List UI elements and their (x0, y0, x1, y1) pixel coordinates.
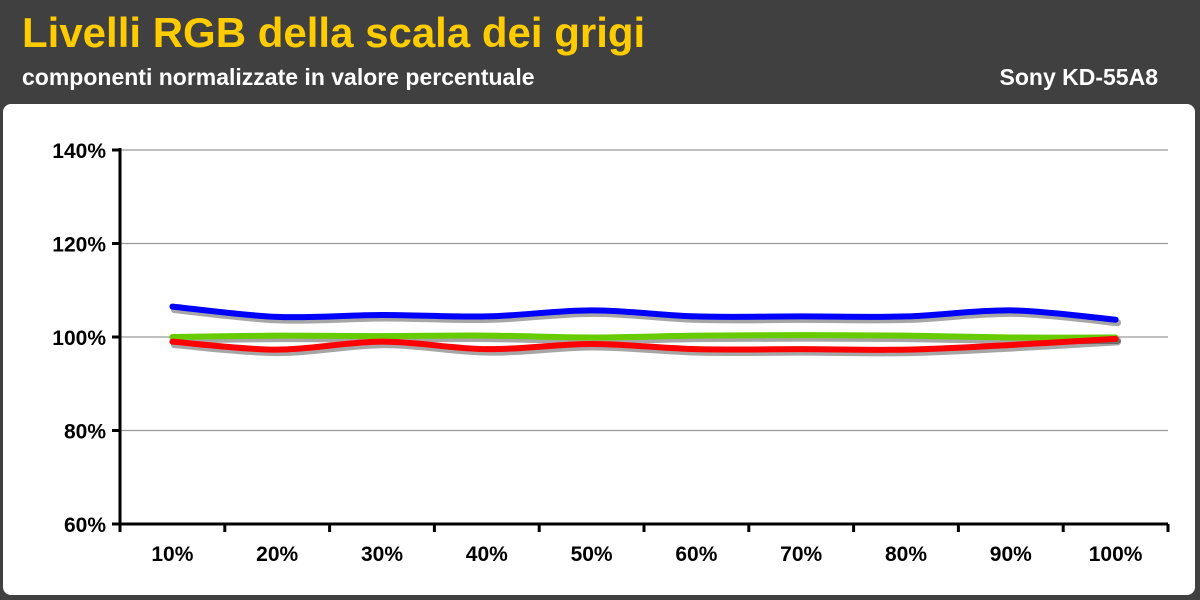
series-line-red (169, 335, 1119, 353)
x-tick-label: 90% (990, 543, 1032, 566)
x-tick-label: 30% (361, 543, 403, 566)
x-tick-label: 20% (256, 543, 298, 566)
y-tick-label: 120% (52, 234, 106, 257)
x-tick-label: 50% (571, 543, 613, 566)
x-tick-label: 60% (675, 543, 717, 566)
chart-title: Livelli RGB della scala dei grigi (22, 9, 646, 56)
plot-panel (3, 104, 1195, 595)
x-tick-label: 100% (1089, 543, 1143, 566)
y-tick-label: 80% (64, 421, 106, 444)
x-tick-label: 70% (780, 543, 822, 566)
x-tick-label: 40% (466, 543, 508, 566)
x-tick-label: 10% (151, 543, 193, 566)
series-line-blue (169, 303, 1119, 323)
y-tick-label: 60% (64, 514, 106, 537)
y-tick-label: 100% (52, 327, 106, 350)
y-tick-label: 140% (52, 140, 106, 163)
chart-subtitle: componenti normalizzate in valore percen… (22, 64, 535, 90)
x-tick-label: 80% (885, 543, 927, 566)
series-line-green (169, 332, 1119, 341)
device-model-label: Sony KD-55A8 (999, 64, 1158, 90)
